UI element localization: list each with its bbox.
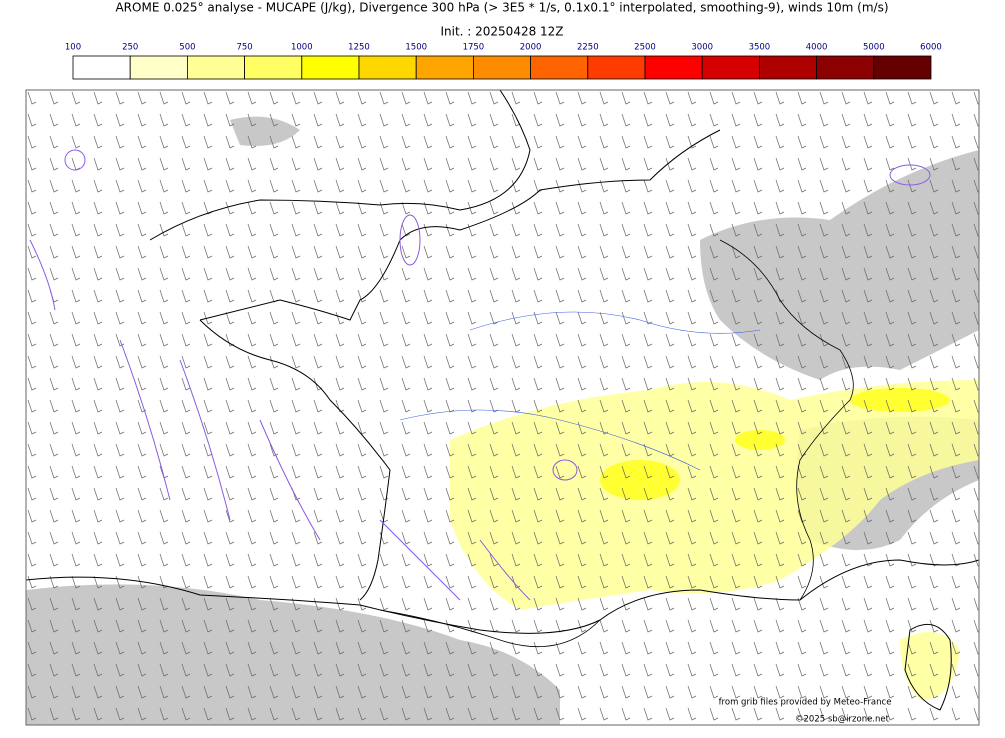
colorbar-box bbox=[644, 55, 703, 80]
divergence bbox=[29, 149, 931, 601]
colorbar-label: 3000 bbox=[691, 43, 713, 53]
colorbar-box bbox=[472, 55, 531, 80]
colorbar-label: 750 bbox=[236, 43, 252, 53]
colorbar-label: 1250 bbox=[348, 43, 370, 53]
colorbar-box bbox=[244, 55, 303, 80]
colorbar-box bbox=[186, 55, 245, 80]
corsica-coast bbox=[904, 623, 952, 711]
colorbar-box bbox=[701, 55, 760, 80]
channel-coast bbox=[199, 129, 721, 321]
south-coast bbox=[26, 559, 979, 634]
coastlines bbox=[26, 90, 979, 711]
credit-copyright: ©2025 sb@irzone.net bbox=[795, 715, 890, 725]
title: AROME 0.025° analyse - MUCAPE (J/kg), Di… bbox=[115, 1, 888, 15]
colorbar-label: 2500 bbox=[634, 43, 656, 53]
river bbox=[469, 311, 761, 334]
river bbox=[399, 409, 701, 471]
init-time: Init. : 20250428 12Z bbox=[440, 25, 563, 39]
colorbar-label: 500 bbox=[179, 43, 195, 53]
div-contour bbox=[29, 239, 56, 311]
colorbar-box bbox=[587, 55, 646, 80]
colorbar-label: 4000 bbox=[806, 43, 828, 53]
credit-source: from grib files provided by Meteo-France bbox=[719, 698, 892, 708]
div-contour bbox=[64, 149, 86, 171]
colorbar-box bbox=[415, 55, 474, 80]
colorbar-box bbox=[759, 55, 818, 80]
colorbar-box bbox=[358, 55, 417, 80]
rivers bbox=[399, 311, 761, 471]
borders bbox=[379, 239, 854, 648]
map: from grib files provided by Meteo-France… bbox=[26, 90, 979, 725]
colorbar-box bbox=[129, 55, 188, 80]
div-contour bbox=[889, 164, 931, 186]
div-contour bbox=[399, 214, 421, 266]
atlantic-coast bbox=[199, 319, 391, 601]
colorbar-label: 3500 bbox=[749, 43, 771, 53]
colorbar-label: 250 bbox=[122, 43, 138, 53]
uk-coast bbox=[149, 90, 531, 241]
colorbar-box bbox=[530, 55, 589, 80]
colorbar-label: 100 bbox=[65, 43, 81, 53]
colorbar-box bbox=[72, 55, 131, 80]
colorbar-box bbox=[816, 55, 875, 80]
colorbar: 100 250 500 750 1000 1250 1500 1750 2000 2250 2500… bbox=[65, 43, 942, 80]
spain-border bbox=[379, 609, 601, 648]
colorbar-label: 1000 bbox=[291, 43, 313, 53]
colorbar-label: 5000 bbox=[863, 43, 885, 53]
wind-barbs bbox=[26, 90, 979, 725]
div-contour bbox=[119, 339, 321, 541]
div-contour bbox=[379, 519, 461, 601]
div-contour bbox=[552, 459, 578, 481]
colorbar-label: 2250 bbox=[577, 43, 599, 53]
colorbar-label: 1750 bbox=[463, 43, 485, 53]
colorbar-label: 2000 bbox=[520, 43, 542, 53]
div-contour bbox=[479, 539, 531, 601]
colorbar-box bbox=[301, 55, 360, 80]
east-border bbox=[719, 239, 854, 601]
colorbar-label: 6000 bbox=[920, 43, 942, 53]
colorbar-label: 1500 bbox=[405, 43, 427, 53]
colorbar-box bbox=[873, 55, 932, 80]
map-frame bbox=[25, 89, 980, 726]
